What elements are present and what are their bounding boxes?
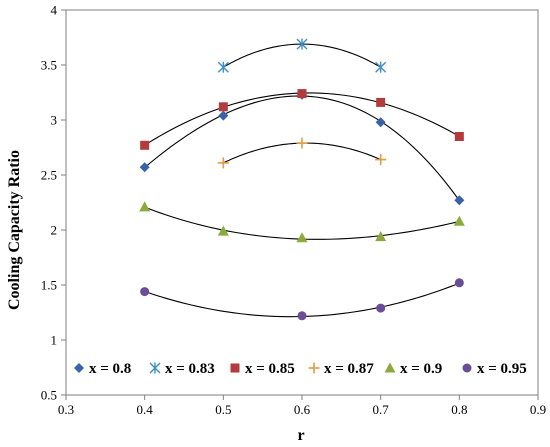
data-point (376, 303, 386, 313)
y-tick-label: 0.5 (41, 388, 57, 403)
legend-item: x = 0.8 (74, 361, 131, 377)
data-point (296, 137, 308, 149)
data-point (375, 154, 387, 166)
data-point (375, 117, 386, 128)
data-point (217, 157, 229, 169)
x-tick-label: 0.5 (215, 402, 231, 417)
x-tick-label: 0.4 (137, 402, 154, 417)
legend-label: x = 0.9 (400, 361, 442, 377)
data-point (140, 287, 150, 297)
legend-marker (230, 363, 240, 373)
trend-curves (144, 43, 460, 318)
x-tick-label: 0.9 (530, 402, 546, 417)
y-tick-label: 1 (51, 333, 58, 348)
x-tick-label: 0.6 (294, 402, 311, 417)
axes (65, 9, 539, 396)
data-point (296, 232, 308, 243)
legend-item: x = 0.85 (230, 361, 295, 377)
data-point (139, 201, 151, 212)
data-point (375, 61, 387, 73)
data-point (454, 278, 464, 288)
legend-label: x = 0.8 (89, 361, 131, 377)
x-tick-label: 0.7 (373, 402, 390, 417)
data-point (454, 132, 464, 141)
data-point (218, 102, 228, 112)
legend-marker (462, 363, 472, 373)
legend-marker (149, 362, 161, 374)
data-point (454, 195, 465, 206)
data-markers (139, 38, 465, 321)
legend-label: x = 0.95 (477, 361, 527, 377)
data-point (376, 97, 386, 107)
data-point (375, 231, 387, 242)
legend-label: x = 0.83 (165, 361, 215, 377)
data-point (140, 140, 150, 150)
data-point (217, 225, 229, 236)
y-tick-label: 2.5 (41, 168, 57, 183)
legend-marker (74, 363, 84, 373)
plot-area-frame (65, 9, 539, 396)
legend-item: x = 0.83 (149, 361, 215, 377)
y-tick-label: 3.5 (41, 58, 57, 73)
y-axis-title: Cooling Capacity Ratio (6, 150, 23, 310)
data-point (297, 89, 307, 99)
data-point (139, 162, 150, 173)
trend-line (144, 92, 460, 146)
data-point (297, 311, 307, 321)
x-tick-label: 0.8 (451, 402, 467, 417)
x-tick-label: 0.3 (58, 402, 74, 417)
y-tick-label: 2 (51, 223, 58, 238)
legend-item: x = 0.87 (308, 361, 374, 377)
legend-marker (384, 362, 396, 373)
legend: x = 0.8 x = 0.83 x = 0.85 x = 0.87 x = 0.9 x … (74, 361, 527, 377)
legend-item: x = 0.95 (462, 361, 527, 377)
y-tick-label: 1.5 (41, 278, 57, 293)
y-tick-label: 3 (51, 113, 58, 128)
legend-label: x = 0.87 (324, 361, 374, 377)
y-axis-ticks: 0.5 1 1.5 2 2.5 3 3.5 4 (41, 3, 66, 403)
y-tick-label: 4 (51, 3, 58, 18)
data-point (217, 61, 229, 73)
legend-label: x = 0.85 (245, 361, 295, 377)
x-axis-title: r (297, 427, 304, 444)
x-axis-ticks: 0.3 0.4 0.5 0.6 0.7 0.8 0.9 (58, 395, 546, 417)
legend-item: x = 0.9 (384, 361, 442, 377)
data-point (453, 215, 465, 226)
data-point (218, 110, 229, 121)
legend-marker (308, 362, 320, 374)
data-point (296, 38, 308, 50)
